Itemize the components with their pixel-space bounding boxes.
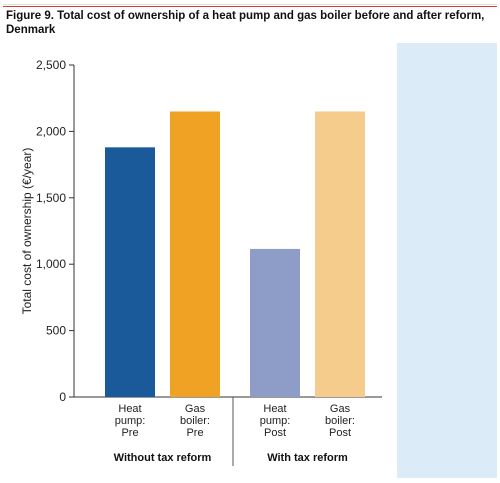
accent-rule — [3, 6, 497, 7]
bar — [315, 111, 365, 397]
y-tick-label: 1,000 — [36, 257, 66, 271]
y-axis-title: Total cost of ownership (€/year) — [20, 148, 34, 315]
category-label: Heat — [263, 403, 286, 415]
bar — [170, 111, 220, 397]
y-tick-label: 2,000 — [36, 124, 66, 138]
y-tick-label: 0 — [59, 390, 66, 404]
figure-caption: Figure 9. Total cost of ownership of a h… — [6, 10, 485, 36]
y-tick-label: 2,500 — [36, 58, 66, 72]
group-label: Without tax reform — [114, 452, 212, 464]
y-tick-label: 1,500 — [36, 191, 66, 205]
category-label: Pre — [121, 427, 138, 439]
bar — [250, 248, 300, 397]
category-label: boiler: — [180, 415, 210, 427]
bar — [105, 147, 155, 397]
category-label: pump: — [260, 415, 291, 427]
category-label: Heat — [118, 403, 141, 415]
category-label: Post — [329, 427, 351, 439]
y-tick-label: 500 — [46, 324, 66, 338]
category-label: Post — [264, 427, 286, 439]
top-rule — [3, 4, 497, 5]
category-label: pump: — [115, 415, 146, 427]
group-label: With tax reform — [267, 452, 348, 464]
category-label: Pre — [186, 427, 203, 439]
category-label: Gas — [185, 403, 206, 415]
category-label: Gas — [330, 403, 351, 415]
category-label: boiler: — [325, 415, 355, 427]
